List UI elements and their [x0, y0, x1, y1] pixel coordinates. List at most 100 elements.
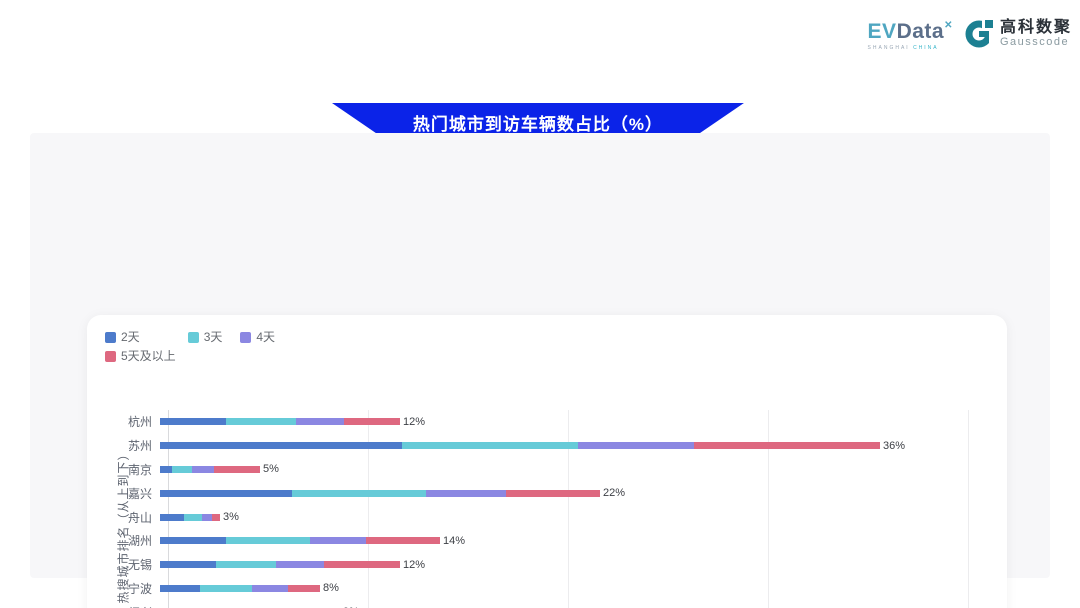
category-label: 南京: [127, 462, 152, 477]
gridline-30: [768, 410, 769, 608]
bar-segment-4天: [252, 584, 288, 592]
gausscode-en: Gausscode: [999, 35, 1070, 48]
gridline-10: [368, 410, 369, 608]
legend-label: 3天: [203, 330, 223, 344]
stacked-bar: [160, 465, 260, 473]
bar-segment-4天: [426, 489, 506, 497]
category-label: 嘉兴: [127, 486, 152, 501]
evdata-subtext: SHANGHAI CHINA: [867, 45, 939, 51]
bar-total-label: 5%: [263, 463, 279, 476]
bar-segment-5天及以上: [212, 513, 220, 521]
bar-segment-3天: [200, 584, 252, 592]
legend-item-4天[interactable]: 4天: [240, 331, 275, 343]
gridline-20: [568, 410, 569, 608]
evdata-x-icon: ✕: [944, 20, 953, 31]
evdata-wordmark: EVData✕: [867, 20, 953, 43]
evdata-logo: EVData✕ SHANGHAI CHINA: [867, 20, 953, 52]
legend-item-2天[interactable]: 2天: [105, 331, 140, 343]
gausscode-logo: 高科数聚 Gausscode: [965, 18, 1072, 48]
gausscode-g-icon: [965, 18, 995, 48]
bar-segment-5天及以上: [214, 465, 260, 473]
legend-label: 2天: [121, 330, 140, 344]
category-label: 杭州: [127, 415, 152, 430]
category-label: 湖州: [127, 534, 152, 549]
chart-row-绍兴: 绍兴 9%: [96, 600, 1001, 608]
gausscode-cn: 高科数聚: [999, 18, 1072, 36]
chart-row-南京: 南京 5%: [96, 458, 1001, 482]
bar-segment-3天: [292, 489, 426, 497]
bar-total-label: 36%: [883, 439, 906, 452]
logo-bar: EVData✕ SHANGHAI CHINA 高科数聚 Gausscode: [868, 18, 1072, 51]
stacked-bar: [160, 537, 440, 545]
category-label: 舟山: [127, 510, 152, 525]
bar-segment-3天: [216, 561, 276, 569]
category-label: 苏州: [127, 439, 152, 454]
chart-row-无锡: 无锡 12%: [96, 553, 1001, 577]
chart-legend: 2天 3天 4天 5天及以上: [105, 331, 345, 362]
content-panel: 2天 3天 4天 5天及以上 热搜城市排名（从上到下） 杭州 12% 苏州 36% 南京 5% 嘉…: [30, 133, 1050, 608]
bar-total-label: 22%: [603, 487, 626, 500]
legend-label: 4天: [256, 330, 276, 344]
bar-segment-4天: [276, 561, 324, 569]
bar-segment-4天: [296, 418, 344, 426]
gausscode-text: 高科数聚 Gausscode: [1000, 19, 1072, 48]
bar-segment-2天: [160, 561, 216, 569]
legend-label: 5天及以上: [121, 349, 176, 363]
bar-segment-5天及以上: [506, 489, 600, 497]
chart-row-宁波: 宁波 8%: [96, 577, 1001, 601]
legend-swatch: [240, 331, 252, 343]
bar-segment-2天: [160, 418, 226, 426]
bar-segment-2天: [160, 513, 184, 521]
bar-segment-5天及以上: [366, 537, 440, 545]
bar-total-label: 14%: [443, 534, 466, 547]
bar-segment-4天: [578, 442, 694, 450]
bar-segment-3天: [184, 513, 202, 521]
chart-row-舟山: 舟山 3%: [96, 505, 1001, 529]
chart-row-湖州: 湖州 14%: [96, 529, 1001, 553]
y-axis-line: [168, 410, 169, 608]
bar-total-label: 12%: [403, 558, 426, 571]
category-label: 绍兴: [96, 604, 160, 608]
bar-total-label: 3%: [223, 511, 239, 524]
bar-segment-5天及以上: [324, 561, 400, 569]
bar-segment-3天: [172, 465, 192, 473]
bar-total-label: 12%: [403, 415, 426, 428]
legend-item-3天[interactable]: 3天: [187, 330, 223, 344]
bar-segment-2天: [160, 442, 402, 450]
bar-segment-4天: [310, 537, 366, 545]
category-label: 无锡: [127, 558, 152, 573]
bar-segment-4天: [202, 513, 212, 521]
bar-segment-5天及以上: [288, 584, 320, 592]
stacked-bar: [160, 442, 880, 450]
legend-swatch: [187, 331, 199, 343]
stacked-bar: [160, 418, 400, 426]
bar-segment-4天: [192, 465, 214, 473]
bar-segment-5天及以上: [344, 418, 400, 426]
chart-row-嘉兴: 嘉兴 22%: [96, 481, 1001, 505]
bar-segment-3天: [226, 418, 296, 426]
gridline-40: [968, 410, 969, 608]
chart-rows: 杭州 12% 苏州 36% 南京 5% 嘉兴 22% 舟山 3% 湖州 14% 无锡 12% 宁波 8% 绍兴 9…: [96, 410, 1001, 608]
legend-item-5天及以上[interactable]: 5天及以上: [105, 350, 176, 362]
stacked-bar: [160, 584, 320, 592]
bar-segment-2天: [160, 537, 226, 545]
chart-row-杭州: 杭州 12%: [96, 410, 1001, 434]
page-title: 热门城市到访车辆数占比（%）: [412, 114, 664, 134]
chart-card: 2天 3天 4天 5天及以上 热搜城市排名（从上到下） 杭州 12% 苏州 36% 南京 5% 嘉…: [87, 315, 1007, 608]
category-label: 宁波: [127, 581, 152, 596]
bar-segment-2天: [160, 489, 292, 497]
stacked-bar: [160, 513, 220, 521]
legend-swatch: [105, 350, 116, 362]
bar-total-label: 9%: [343, 606, 359, 608]
stacked-bar: [160, 561, 400, 569]
chart-row-苏州: 苏州 36%: [96, 434, 1001, 458]
stacked-bar: [160, 489, 600, 497]
bar-total-label: 8%: [323, 582, 339, 595]
bar-segment-3天: [402, 442, 578, 450]
plot-area: [168, 410, 969, 608]
bar-segment-2天: [160, 465, 172, 473]
bar-segment-3天: [226, 537, 310, 545]
bar-segment-2天: [160, 584, 200, 592]
legend-swatch: [105, 331, 116, 343]
